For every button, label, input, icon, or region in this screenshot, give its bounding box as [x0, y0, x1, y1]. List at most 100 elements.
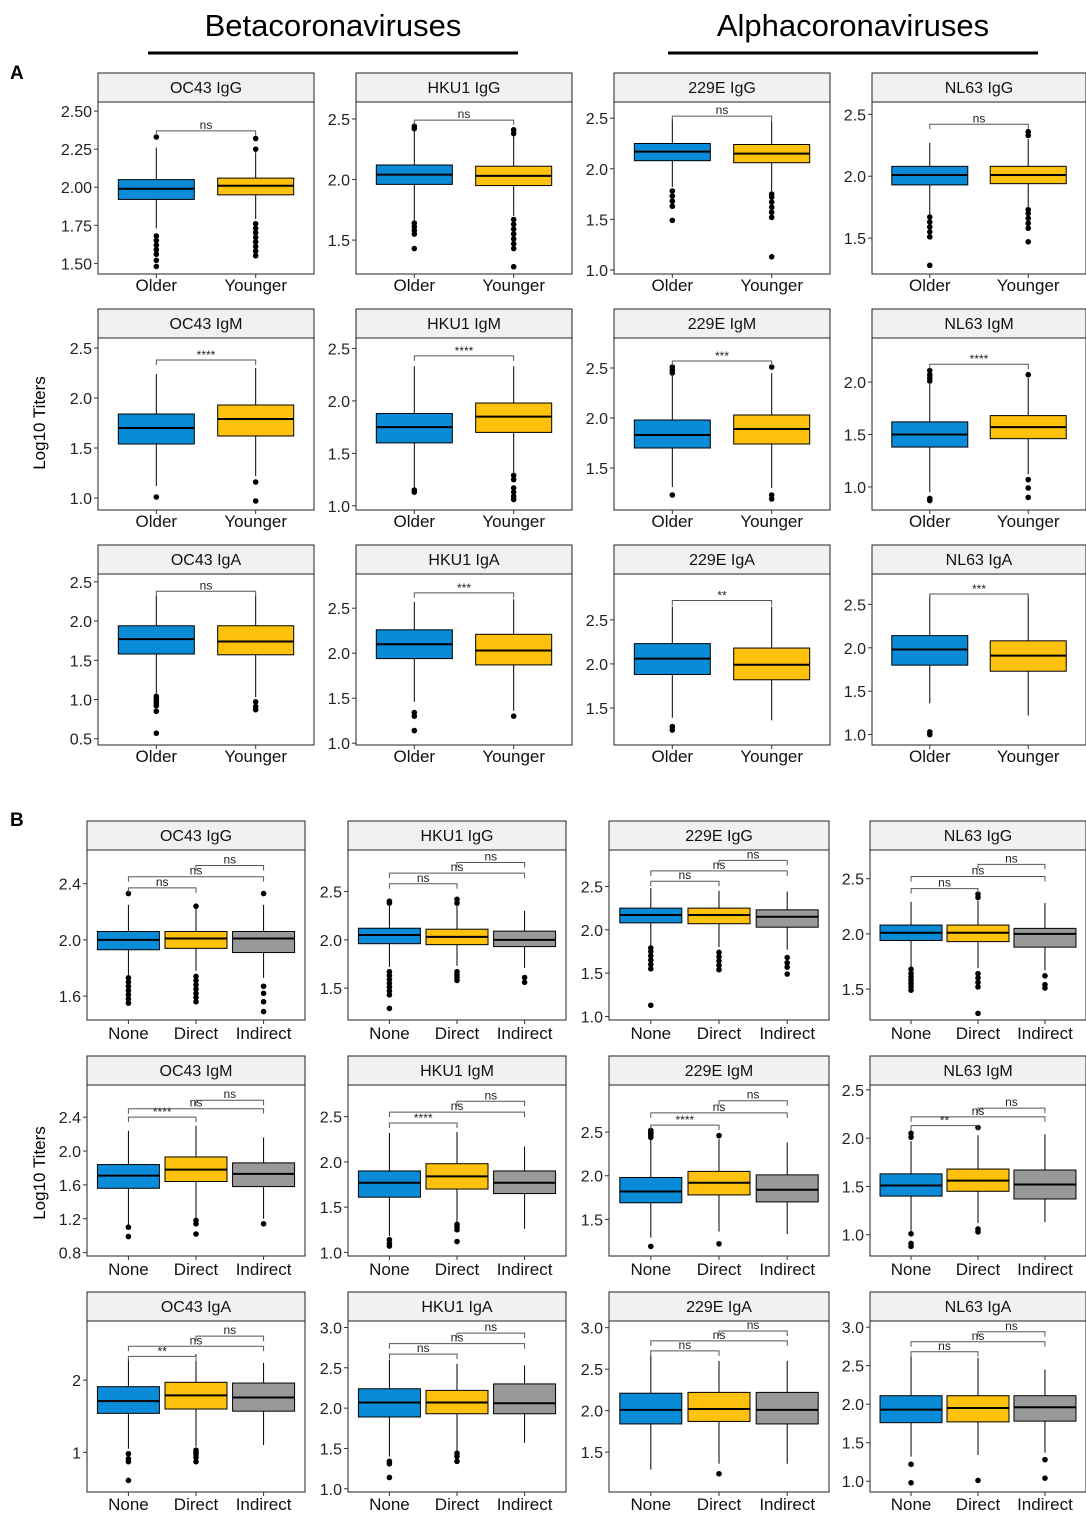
outlier-point — [252, 243, 259, 250]
outlier-point — [252, 135, 259, 142]
y-tick-label: 2.25 — [61, 142, 92, 159]
outlier-point — [125, 987, 132, 994]
x-tick-label: Older — [394, 512, 436, 531]
outlier-point — [1025, 485, 1032, 491]
outlier-point — [386, 980, 393, 987]
significance-label: ns — [484, 1088, 497, 1102]
outlier-point — [716, 1132, 722, 1139]
x-tick-label: None — [630, 1260, 671, 1279]
outlier-point — [411, 709, 418, 716]
x-tick-label: None — [891, 1495, 932, 1514]
plot-frame — [355, 101, 573, 275]
facet-strip — [871, 308, 1086, 339]
y-tick-label: 2.5 — [70, 575, 92, 592]
outlier-point — [386, 1474, 393, 1481]
outlier-point — [908, 1134, 914, 1140]
y-tick-label: 1.5 — [70, 653, 92, 670]
significance-bracket — [650, 1340, 788, 1346]
significance-bracket — [929, 363, 1029, 370]
facet-title: HKU1 IgG — [428, 80, 501, 97]
x-tick-label: None — [108, 1024, 149, 1043]
significance-label: ns — [747, 847, 760, 861]
significance-label: ns — [1005, 851, 1018, 865]
outlier-point — [784, 954, 790, 961]
outlier-point — [908, 1461, 914, 1468]
facet-strip — [608, 820, 830, 851]
chart-hku1-iga: HKU1 IgA 1.0 1.5 2.0 2.5 3.0 None Direct Indirec… — [320, 1291, 567, 1514]
significance-label: ns — [938, 876, 951, 890]
y-tick-label: 2.0 — [842, 1397, 864, 1414]
significance-label: ns — [1005, 1319, 1018, 1333]
outlier-point — [975, 1477, 981, 1484]
box-direct — [164, 930, 228, 949]
y-tick-label: 2.0 — [59, 933, 81, 950]
y-tick-label: 2.4 — [59, 877, 81, 894]
outlier-point — [193, 1447, 199, 1453]
significance-label: ns — [747, 1318, 760, 1332]
y-tick-label: 1.0 — [328, 736, 350, 753]
significance-label: **** — [153, 1105, 172, 1119]
outlier-point — [386, 1236, 393, 1243]
box-direct — [687, 1391, 751, 1422]
outlier-point — [193, 998, 199, 1005]
x-tick-label: Indirect — [1017, 1024, 1073, 1043]
outlier-point — [908, 970, 914, 977]
y-tick-label: 2.5 — [842, 1083, 864, 1100]
outlier-point — [260, 1221, 267, 1227]
outlier-point — [386, 968, 393, 975]
outlier-point — [926, 729, 933, 735]
y-tick-label: 1.5 — [328, 446, 350, 463]
box-indirect — [755, 1391, 819, 1425]
outlier-point — [153, 233, 160, 239]
outlier-point — [510, 221, 517, 228]
outlier-point — [125, 1224, 132, 1231]
outlier-point — [926, 219, 933, 225]
outlier-point — [386, 972, 393, 979]
significance-label: ns — [747, 1088, 760, 1102]
outlier-point — [1025, 220, 1032, 227]
significance-label: ns — [1005, 1095, 1018, 1109]
outlier-point — [975, 979, 981, 986]
y-tick-label: 1.5 — [70, 441, 92, 458]
outlier-point — [454, 1238, 460, 1245]
outlier-point — [386, 992, 393, 998]
outlier-point — [768, 492, 775, 498]
plot-frame — [613, 101, 831, 275]
y-tick-label: 1.5 — [328, 691, 350, 708]
y-tick-label: 2.0 — [842, 1131, 864, 1148]
significance-bracket — [155, 359, 257, 365]
y-tick-label: 1.0 — [70, 693, 92, 710]
significance-label: *** — [972, 582, 986, 596]
significance-label: ns — [973, 111, 986, 125]
facet-strip — [86, 1291, 306, 1322]
outlier-point — [153, 251, 160, 258]
outlier-point — [510, 472, 517, 479]
y-tick-label: 3.0 — [842, 1320, 864, 1337]
y-tick-label: 2.0 — [70, 391, 92, 408]
outlier-point — [125, 1450, 132, 1457]
outlier-point — [926, 367, 933, 374]
y-tick-label: 1.6 — [59, 989, 81, 1006]
outlier-point — [975, 970, 981, 977]
significance-label: **** — [455, 344, 474, 358]
x-tick-label: Older — [652, 276, 694, 295]
outlier-point — [252, 252, 259, 259]
y-tick-label: 2.5 — [70, 341, 92, 358]
significance-bracket — [910, 1116, 1046, 1122]
outlier-point — [648, 1243, 654, 1250]
y-tick-label: 2.0 — [844, 641, 866, 658]
significance-bracket — [388, 872, 526, 879]
significance-bracket — [155, 130, 257, 136]
y-tick-label: 1.0 — [320, 1482, 342, 1499]
outlier-point — [1042, 981, 1048, 988]
significance-label: ns — [679, 1338, 692, 1352]
outlier-point — [975, 984, 981, 990]
outlier-point — [648, 961, 654, 968]
chart-nl63-igm: NL63 IgM 1.0 1.5 2.0 2.5 None Direct Indirect **… — [842, 1055, 1086, 1279]
outlier-point — [153, 246, 160, 253]
box-indirect — [1013, 1395, 1077, 1422]
x-tick-label: Indirect — [759, 1495, 815, 1514]
outlier-point — [193, 990, 199, 997]
outlier-point — [669, 198, 676, 204]
chart-nl63-igg: NL63 IgG 1.5 2.0 2.5 None Direct Indirect ns ns n… — [842, 820, 1086, 1043]
